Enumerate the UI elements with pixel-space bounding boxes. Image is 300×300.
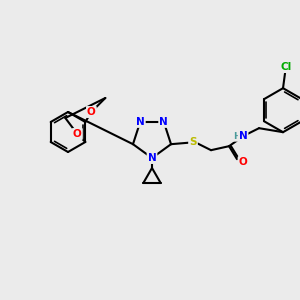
Text: Cl: Cl [280,62,292,72]
Text: N: N [238,131,247,141]
Text: N: N [238,131,247,141]
Text: H: H [233,132,241,141]
Text: O: O [238,157,247,167]
Text: Cl: Cl [280,62,292,72]
Text: N: N [136,117,145,127]
Text: S: S [189,137,197,147]
Text: O: O [238,157,247,167]
Text: O: O [87,107,96,117]
Text: O: O [87,107,96,117]
Text: N: N [159,117,168,127]
Text: S: S [189,137,197,147]
Text: N: N [148,153,156,163]
Text: N: N [159,117,168,127]
Text: N: N [136,117,145,127]
Text: N: N [148,153,156,163]
Text: H: H [233,132,241,141]
Text: O: O [73,129,82,139]
Text: O: O [73,129,82,139]
